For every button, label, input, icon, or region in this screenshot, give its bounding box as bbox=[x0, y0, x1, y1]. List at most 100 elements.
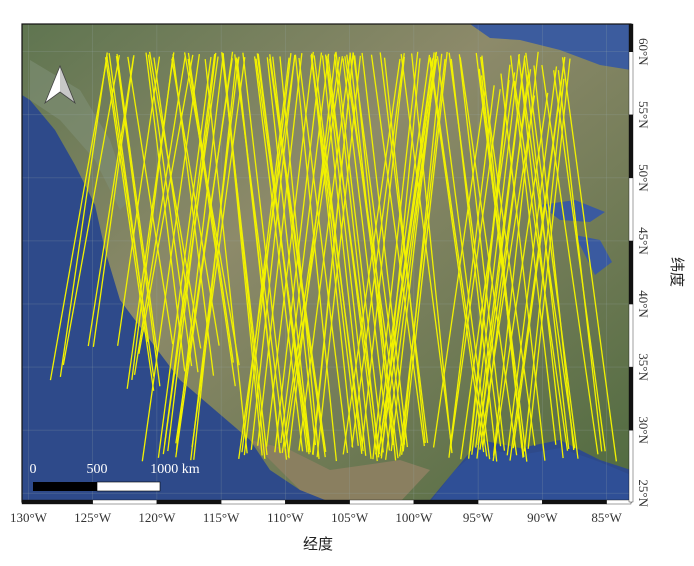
lon-tick-label: 95°W bbox=[463, 510, 494, 525]
satellite-track bbox=[310, 53, 354, 448]
frame-bar bbox=[156, 499, 222, 505]
lon-tick-label: 100°W bbox=[395, 510, 433, 525]
lat-tick-label: 30°N bbox=[636, 416, 651, 444]
satellite-track bbox=[298, 53, 351, 451]
hudson-bay bbox=[470, 24, 631, 70]
satellite-track bbox=[512, 56, 566, 449]
satellite-track bbox=[384, 51, 438, 460]
satellite-track bbox=[257, 53, 303, 446]
satellite-track bbox=[523, 78, 565, 452]
satellite-track bbox=[482, 74, 529, 448]
lon-tick-label: 85°W bbox=[591, 510, 622, 525]
satellite-track bbox=[351, 53, 405, 447]
frame-bar bbox=[628, 23, 634, 52]
satellite-track bbox=[436, 56, 491, 460]
satellite-track bbox=[148, 51, 202, 349]
satellite-track bbox=[312, 52, 354, 456]
satellite-track bbox=[518, 54, 564, 459]
satellite-track bbox=[126, 52, 175, 389]
satellite-track bbox=[141, 54, 201, 462]
lat-tick-label: 40°N bbox=[636, 290, 651, 318]
satellite-track bbox=[49, 56, 108, 381]
satellite-track bbox=[59, 52, 108, 377]
satellite-track bbox=[193, 58, 238, 460]
satellite-track bbox=[253, 56, 304, 452]
frame-bar bbox=[21, 499, 93, 505]
satellite-track bbox=[361, 52, 409, 448]
satellite-track bbox=[370, 54, 425, 447]
satellite-track bbox=[557, 70, 603, 452]
satellite-track bbox=[104, 57, 155, 391]
satellite-track bbox=[117, 56, 161, 346]
satellite-track bbox=[533, 65, 575, 451]
satellite-track bbox=[450, 89, 501, 448]
satellite-track bbox=[172, 54, 215, 376]
satellite-track bbox=[162, 56, 219, 455]
lat-tick-label: 50°N bbox=[636, 164, 651, 192]
satellite-track bbox=[153, 57, 199, 373]
lat-tick-label: 60°N bbox=[636, 38, 651, 66]
lat-tick-label: 35°N bbox=[636, 353, 651, 381]
satellite-track bbox=[92, 55, 135, 347]
satellite-track bbox=[399, 58, 446, 457]
satellite-track bbox=[257, 53, 308, 453]
satellite-track bbox=[541, 64, 599, 455]
satellite-track bbox=[527, 58, 571, 449]
satellite-track bbox=[163, 53, 216, 445]
lon-tick-label: 115°W bbox=[203, 510, 240, 525]
land-mass bbox=[22, 24, 631, 502]
satellite-track bbox=[448, 52, 502, 447]
satellite-track bbox=[250, 54, 296, 450]
mexico bbox=[250, 440, 430, 502]
satellite-track bbox=[279, 56, 320, 460]
scale-label-500: 500 bbox=[87, 462, 108, 477]
frame-bar bbox=[628, 366, 634, 431]
lat-tick-label: 55°N bbox=[636, 101, 651, 129]
satellite-track bbox=[324, 54, 372, 459]
frame-bar bbox=[220, 499, 286, 505]
satellite-track bbox=[353, 55, 397, 461]
satellite-track bbox=[513, 80, 569, 451]
satellite-track bbox=[321, 55, 367, 456]
satellite-track bbox=[429, 58, 485, 453]
satellite-track bbox=[327, 55, 378, 462]
basemap bbox=[22, 24, 631, 502]
satellite-track bbox=[411, 53, 453, 454]
scale-bar: 0 500 1000 km bbox=[30, 462, 200, 492]
satellite-track bbox=[500, 73, 546, 461]
satellite-track bbox=[175, 53, 225, 451]
scale-bar-white-segment bbox=[96, 481, 161, 492]
frame-bar bbox=[606, 499, 632, 505]
satellite-track bbox=[480, 75, 523, 449]
lon-tick-label: 105°W bbox=[331, 510, 369, 525]
satellite-track bbox=[401, 53, 443, 455]
lat-tick-label: 25°N bbox=[636, 479, 651, 507]
frame-bar bbox=[628, 177, 634, 242]
latitude-ticks: 25°N 30°N 35°N 40°N 45°N 50°N 55°N 60°N bbox=[636, 38, 651, 508]
coastal-mountains bbox=[30, 60, 130, 210]
satellite-track bbox=[349, 52, 394, 446]
satellite-track bbox=[375, 54, 431, 455]
frame-bar bbox=[628, 429, 634, 503]
satellite-track bbox=[316, 55, 362, 458]
satellite-track bbox=[378, 52, 437, 447]
frame-bar bbox=[92, 499, 158, 505]
y-axis-label: 纬度 bbox=[668, 257, 685, 287]
satellite-track bbox=[138, 54, 194, 354]
frame-bar bbox=[628, 303, 634, 368]
satellite-track bbox=[313, 55, 363, 454]
satellite-track bbox=[372, 51, 419, 460]
scale-bar-black-segment bbox=[33, 482, 97, 491]
satellite-track bbox=[475, 67, 524, 448]
satellite-track bbox=[191, 57, 246, 448]
frame-bar bbox=[285, 499, 350, 505]
satellite-track bbox=[523, 59, 570, 449]
longitude-ticks: 130°W 125°W 120°W 115°W 110°W 105°W 100°W 95°W 9… bbox=[10, 510, 623, 525]
satellite-track bbox=[448, 85, 495, 458]
satellite-track bbox=[383, 57, 426, 443]
lat-tick-label: 45°N bbox=[636, 227, 651, 255]
frame-bar bbox=[413, 499, 479, 505]
x-axis-label: 经度 bbox=[303, 536, 333, 553]
satellite-track bbox=[298, 57, 349, 454]
